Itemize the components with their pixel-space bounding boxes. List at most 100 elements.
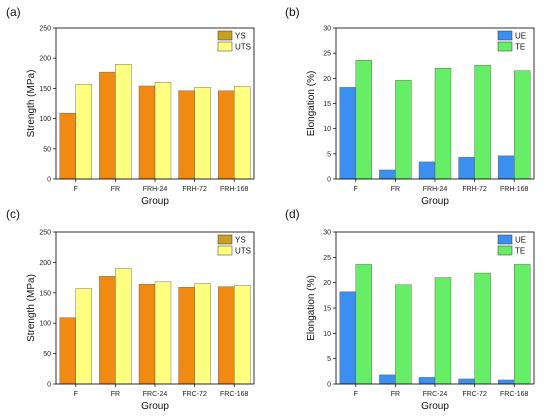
bar-te-2 <box>434 277 452 385</box>
panel-label: (a) <box>6 5 21 19</box>
chart-panel-3: (d) 0 5 10 15 20 25 30 F FR FRC-24 FRC-72 FRC-168 Gro… <box>285 207 535 412</box>
x-tick-label: F <box>74 186 78 193</box>
x-tick-label: FRC-168 <box>220 391 249 398</box>
y-tick-label: 50 <box>43 146 51 153</box>
y-tick-label: 200 <box>39 56 51 63</box>
y-tick-label: 200 <box>39 260 51 267</box>
panel-label: (c) <box>6 207 20 221</box>
y-tick-label: 5 <box>327 151 331 158</box>
x-tick-label: FRC-72 <box>462 391 487 398</box>
y-tick-label: 10 <box>323 331 331 338</box>
y-axis-title: Elongation (%) <box>306 71 317 137</box>
legend-label-uts: UTS <box>235 247 251 256</box>
bar-ue-1 <box>379 169 396 180</box>
x-axis-title: Group <box>141 196 169 207</box>
x-tick-label: F <box>354 186 358 193</box>
y-tick-label: 0 <box>47 382 51 389</box>
bar-uts-4 <box>233 285 251 385</box>
y-axis-title: Elongation (%) <box>306 275 317 341</box>
bar-ue-2 <box>418 377 436 385</box>
x-axis-title: Group <box>421 401 449 412</box>
y-tick-label: 30 <box>323 26 331 33</box>
panel-label: (d) <box>285 207 300 221</box>
bar-uts-3 <box>194 283 211 385</box>
bar-ue-2 <box>418 161 436 180</box>
y-tick-label: 250 <box>39 230 51 237</box>
bar-te-4 <box>514 264 531 385</box>
bar-ys-3 <box>178 90 195 180</box>
y-tick-label: 20 <box>323 280 331 287</box>
bar-te-4 <box>514 70 531 180</box>
y-tick-label: 15 <box>323 101 331 108</box>
bar-uts-3 <box>194 86 211 180</box>
y-tick-label: 100 <box>39 116 51 123</box>
chart-panel-0: (a) 0 50 100 150 200 250 F FR FRH-24 FRH-72 FRH-168… <box>6 5 255 207</box>
bar-ue-0 <box>339 291 356 385</box>
bar-ys-4 <box>217 286 235 385</box>
bar-uts-0 <box>75 83 93 180</box>
legend-swatch-ue <box>497 234 513 245</box>
y-axis-title: Strength (MPa) <box>26 274 37 342</box>
panel-label: (b) <box>285 5 300 19</box>
y-tick-label: 50 <box>43 351 51 358</box>
x-tick-label: F <box>74 391 78 398</box>
bar-te-0 <box>355 264 372 385</box>
bar-ys-1 <box>99 71 116 180</box>
bar-ys-2 <box>138 284 156 385</box>
bar-ys-0 <box>59 317 76 385</box>
legend-swatch-ys <box>217 234 233 245</box>
x-axis-title: Group <box>141 401 169 412</box>
bar-te-0 <box>355 60 372 180</box>
bar-te-1 <box>395 80 412 180</box>
bar-ue-4 <box>498 155 515 180</box>
bar-ue-4 <box>498 379 515 385</box>
x-tick-label: FR <box>111 186 120 193</box>
y-tick-label: 15 <box>323 306 331 313</box>
y-tick-label: 10 <box>323 126 331 133</box>
bar-uts-2 <box>154 82 172 180</box>
bar-uts-2 <box>154 281 172 385</box>
legend-swatch-uts <box>217 41 233 52</box>
x-tick-label: FRH-168 <box>220 186 249 193</box>
x-tick-label: FRC-72 <box>182 391 207 398</box>
y-tick-label: 20 <box>323 76 331 83</box>
y-tick-label: 5 <box>327 356 331 363</box>
bar-uts-4 <box>233 86 251 180</box>
x-tick-label: FRH-72 <box>462 186 487 193</box>
x-tick-label: FRH-24 <box>423 186 448 193</box>
x-tick-label: FRH-24 <box>143 186 168 193</box>
legend-swatch-ue <box>497 30 513 41</box>
x-tick-label: FRH-168 <box>500 186 529 193</box>
bar-ue-0 <box>339 87 356 180</box>
legend-label-te: TE <box>515 43 525 52</box>
bar-ys-0 <box>59 112 76 180</box>
bar-ue-3 <box>458 157 475 180</box>
legend-label-ue: UE <box>515 236 526 245</box>
x-tick-label: FR <box>391 186 400 193</box>
chart-panel-1: (b) 0 5 10 15 20 25 30 F FR FRH-24 FRH-72 FRH-168 Gro… <box>285 5 535 207</box>
legend-label-ys: YS <box>235 32 246 41</box>
y-tick-label: 250 <box>39 26 51 33</box>
y-tick-label: 100 <box>39 321 51 328</box>
y-tick-label: 150 <box>39 86 51 93</box>
bar-ys-2 <box>138 85 156 180</box>
legend-swatch-ys <box>217 30 233 41</box>
y-tick-label: 0 <box>47 177 51 184</box>
x-tick-label: FRC-24 <box>423 391 448 398</box>
bar-uts-1 <box>115 64 132 180</box>
x-tick-label: FRC-24 <box>143 391 168 398</box>
legend-swatch-te <box>497 245 513 256</box>
y-axis-title: Strength (MPa) <box>26 70 37 138</box>
legend-swatch-uts <box>217 245 233 256</box>
bar-te-3 <box>474 272 491 385</box>
chart-panel-2: (c) 0 50 100 150 200 250 F FR FRC-24 FRC-72 FRC-168… <box>6 207 255 412</box>
y-tick-label: 25 <box>323 51 331 58</box>
bar-uts-1 <box>115 268 132 385</box>
bar-ys-3 <box>178 287 195 385</box>
x-tick-label: FR <box>111 391 120 398</box>
x-tick-label: FRC-168 <box>500 391 529 398</box>
bar-te-3 <box>474 65 491 180</box>
y-tick-label: 0 <box>327 382 331 389</box>
y-tick-label: 25 <box>323 255 331 262</box>
